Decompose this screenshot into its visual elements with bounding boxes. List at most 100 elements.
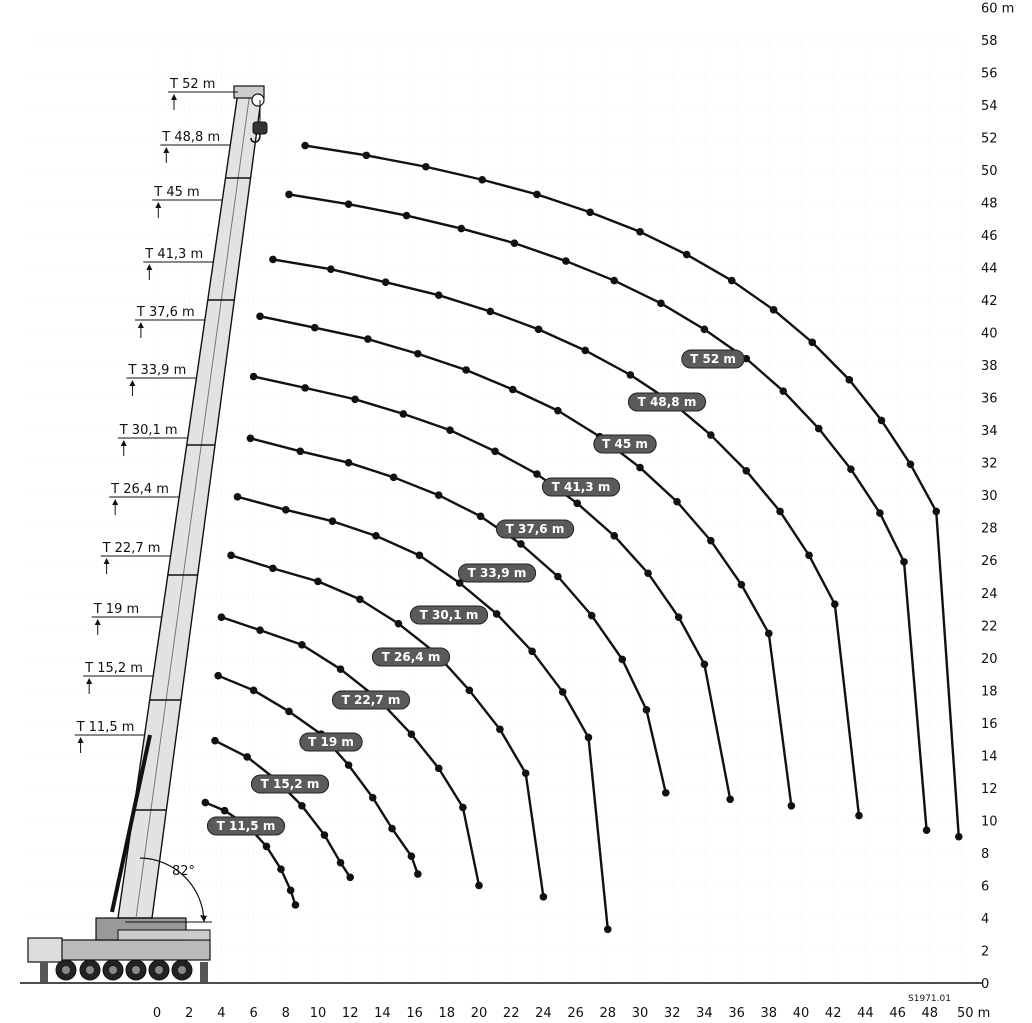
y-tick-label: 2 xyxy=(981,944,989,959)
wheel-hub xyxy=(62,966,70,974)
boom-length-label: T 11,5 m xyxy=(76,720,135,735)
length-arrowhead xyxy=(129,380,136,386)
curve-point xyxy=(496,725,504,734)
curve-point xyxy=(388,824,396,833)
curve-point xyxy=(415,551,424,560)
luffing-cylinder xyxy=(110,734,152,913)
wheel-hub xyxy=(109,966,117,974)
curve-point xyxy=(727,276,736,285)
boom-length-label: T 19 m xyxy=(93,602,139,617)
curve-label-pill xyxy=(250,774,330,794)
curve-point xyxy=(932,507,941,516)
curve-point xyxy=(533,470,541,478)
curve-label-pill xyxy=(299,732,363,752)
y-tick-label: 46 xyxy=(981,229,998,244)
curve-point xyxy=(478,175,487,184)
curve-point xyxy=(787,801,796,810)
curve-point xyxy=(269,255,277,264)
curve-point xyxy=(446,426,454,434)
boom-length-label: T 48,8 m xyxy=(161,130,220,145)
curve-label-text: T 52 m xyxy=(690,352,736,366)
curve-point xyxy=(233,493,242,501)
curve-point xyxy=(256,626,264,634)
curve-point xyxy=(486,307,495,316)
curve-point xyxy=(855,811,863,820)
length-arrowhead xyxy=(171,94,177,100)
x-tick-label: 24 xyxy=(535,1006,552,1021)
curve-point xyxy=(277,865,285,873)
curve-point xyxy=(626,371,635,379)
curve-point xyxy=(573,499,582,508)
curve-point xyxy=(954,832,963,841)
curve-point xyxy=(211,736,219,745)
x-tick-label: 12 xyxy=(342,1006,359,1021)
curve-point xyxy=(906,460,915,469)
y-tick-label: 54 xyxy=(981,99,998,114)
y-tick-label: 44 xyxy=(981,262,998,277)
curve-point xyxy=(351,395,359,404)
y-tick-label: 12 xyxy=(981,782,998,797)
range-curve xyxy=(259,315,793,806)
length-arrowhead xyxy=(112,499,119,505)
boom-length-label: T 41,3 m xyxy=(144,247,203,262)
curve-point xyxy=(586,208,594,217)
y-tick-label: 40 xyxy=(981,327,998,342)
curve-point xyxy=(220,806,229,815)
curve-point xyxy=(845,375,854,384)
curve-point xyxy=(814,424,823,433)
curve-label-text: T 11,5 m xyxy=(217,819,276,833)
x-tick-label: 0 xyxy=(153,1006,161,1021)
outrigger xyxy=(200,962,208,982)
x-tick-label: 6 xyxy=(249,1006,257,1021)
boom-length-label: T 15,2 m xyxy=(84,661,143,676)
curve-point xyxy=(726,795,734,804)
boom-length-label: T 37,6 m xyxy=(136,305,195,320)
y-tick-label: 60 m xyxy=(981,1,1014,16)
x-tick-label: 16 xyxy=(406,1006,423,1021)
curve-label-text: T 19 m xyxy=(308,735,354,749)
range-curve xyxy=(288,193,928,831)
x-tick-label: 42 xyxy=(825,1006,842,1021)
curve-point xyxy=(509,385,517,394)
curve-point xyxy=(922,826,931,834)
curve-point xyxy=(661,788,670,797)
curve-point xyxy=(700,325,709,334)
curve-point xyxy=(298,640,306,649)
x-tick-label: 26 xyxy=(567,1006,584,1021)
driver-cab xyxy=(27,937,63,963)
curve-point xyxy=(243,753,251,761)
curve-point xyxy=(682,250,691,259)
curve-point xyxy=(286,886,295,895)
curve-point xyxy=(534,325,543,334)
x-tick-label: 4 xyxy=(217,1006,225,1021)
curve-point xyxy=(249,686,258,695)
counterweight xyxy=(117,929,211,941)
curve-point xyxy=(587,611,596,620)
curve-point xyxy=(700,660,709,669)
y-tick-label: 52 xyxy=(981,131,998,146)
y-tick-label: 36 xyxy=(981,392,998,407)
boom-length-label: T 26,4 m xyxy=(110,482,169,497)
y-tick-label: 0 xyxy=(981,977,989,992)
curve-point xyxy=(364,335,372,343)
curve-point xyxy=(336,858,345,867)
x-tick-label: 38 xyxy=(761,1006,778,1021)
boom-length-label: T 22,7 m xyxy=(102,541,161,556)
curve-point xyxy=(742,467,751,475)
x-tick-label: 48 xyxy=(922,1006,939,1021)
curve-point xyxy=(604,925,612,934)
wheel-hub xyxy=(155,966,163,974)
curve-point xyxy=(707,536,715,545)
curve-point xyxy=(636,227,644,236)
y-tick-label: 32 xyxy=(981,457,998,472)
outrigger xyxy=(40,962,48,982)
curve-point xyxy=(434,491,443,500)
y-tick-label: 4 xyxy=(981,912,989,927)
y-tick-label: 16 xyxy=(981,717,998,732)
curve-point xyxy=(808,338,817,347)
curve-point xyxy=(320,831,329,839)
curve-point xyxy=(847,465,855,473)
curve-point xyxy=(805,551,813,560)
curve-point xyxy=(310,323,319,332)
